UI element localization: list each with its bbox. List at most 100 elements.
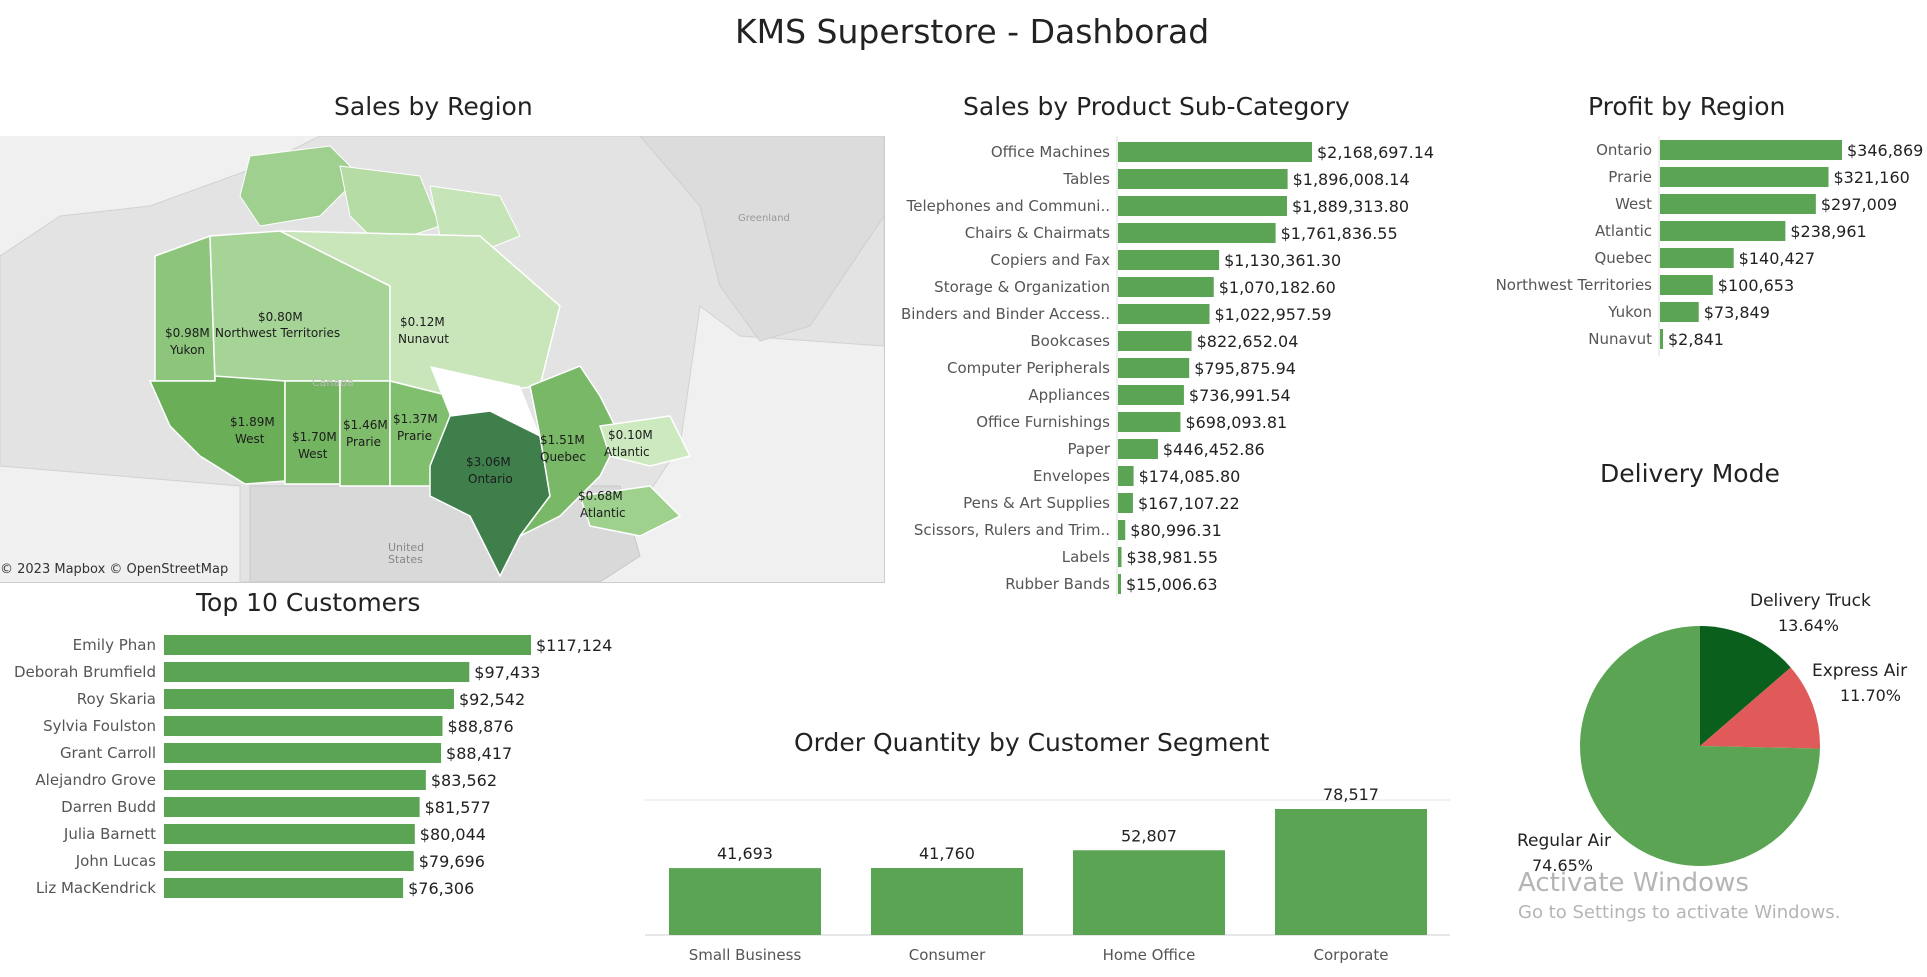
subcat-category-label: Rubber Bands [1005, 575, 1110, 593]
subcat-bar[interactable] [1118, 547, 1122, 567]
subcat-bar[interactable] [1118, 304, 1210, 324]
customers-value-label: $88,417 [446, 744, 512, 763]
profit-category-label: Atlantic [1595, 222, 1652, 240]
subcat-category-label: Tables [1062, 170, 1110, 188]
subcat-category-label: Storage & Organization [934, 278, 1110, 296]
customers-bar[interactable] [164, 689, 454, 709]
subcat-value-label: $1,070,182.60 [1219, 278, 1336, 297]
profit-bar[interactable] [1660, 140, 1842, 160]
profit-bar[interactable] [1660, 167, 1829, 187]
subcat-value-label: $698,093.81 [1185, 413, 1287, 432]
customers-bar[interactable] [164, 878, 404, 898]
segment-bar[interactable] [1275, 809, 1427, 935]
profit-value-label: $321,160 [1834, 168, 1910, 187]
map-atlantic1-name: Atlantic [604, 445, 650, 459]
customers-value-label: $81,577 [425, 798, 491, 817]
pie-slice[interactable] [1580, 626, 1820, 866]
profit-value-label: $238,961 [1790, 222, 1866, 241]
customers-category-label: Darren Budd [61, 798, 156, 816]
map-ontario-value: $3.06M [466, 455, 511, 469]
map-region-atlantic-2 [579, 485, 682, 537]
subcat-bar[interactable] [1118, 412, 1181, 432]
subcat-bar[interactable] [1118, 223, 1276, 243]
subcat-category-label: Chairs & Chairmats [965, 224, 1110, 242]
segment-bar[interactable] [871, 867, 1023, 935]
map-west2-name: West [298, 447, 328, 461]
sales-map-svg: Greenland Canada United States $0.98M Yuk… [0, 136, 884, 582]
subcat-value-label: $80,996.31 [1130, 521, 1222, 540]
pie-category-label: Express Air [1812, 661, 1907, 681]
map-region-yukon [154, 234, 216, 382]
profit-bar[interactable] [1660, 302, 1699, 322]
profit-bar[interactable] [1660, 248, 1734, 268]
subcat-category-label: Envelopes [1033, 467, 1110, 485]
profit-value-label: $297,009 [1821, 195, 1897, 214]
profit-bar[interactable] [1660, 329, 1663, 349]
subcat-bar[interactable] [1118, 331, 1192, 351]
profit-category-label: West [1615, 195, 1652, 213]
profit-bar[interactable] [1660, 221, 1786, 241]
subcat-bar[interactable] [1118, 277, 1214, 297]
subcat-category-label: Labels [1062, 548, 1110, 566]
subcat-category-label: Office Machines [991, 143, 1110, 161]
customers-value-label: $97,433 [474, 663, 540, 682]
customers-bar[interactable] [164, 716, 443, 736]
subcat-bar[interactable] [1118, 169, 1288, 189]
subcat-bar[interactable] [1118, 250, 1220, 270]
map-quebec-value: $1.51M [540, 433, 585, 447]
customers-bar[interactable] [164, 662, 470, 682]
customers-category-label: Deborah Brumfield [14, 663, 156, 681]
subcat-bar[interactable] [1118, 385, 1184, 405]
map-hudson-bay [430, 366, 540, 436]
pie-slice[interactable] [1700, 667, 1820, 749]
map-prarie2-value: $1.37M [393, 412, 438, 426]
segment-bar[interactable] [669, 868, 821, 935]
map-ontario-name: Ontario [468, 472, 513, 486]
subcat-category-label: Appliances [1028, 386, 1110, 404]
subcat-bar[interactable] [1118, 493, 1133, 513]
subcat-value-label: $1,022,957.59 [1215, 305, 1332, 324]
subcat-bar[interactable] [1118, 358, 1190, 378]
subcat-category-label: Binders and Binder Access.. [901, 305, 1110, 323]
map-west2-value: $1.70M [292, 430, 337, 444]
subcat-bar[interactable] [1118, 466, 1134, 486]
customers-bar[interactable] [164, 851, 414, 871]
customers-bar[interactable] [164, 635, 531, 655]
subcat-bar[interactable] [1118, 142, 1312, 162]
customers-category-label: Sylvia Foulston [43, 717, 156, 735]
map-label-us: United States [388, 541, 424, 566]
profit-value-label: $140,427 [1739, 249, 1815, 268]
subcat-bar[interactable] [1118, 439, 1158, 459]
subcat-category-label: Pens & Art Supplies [963, 494, 1110, 512]
profit-bar[interactable] [1660, 194, 1816, 214]
map-west1-name: West [235, 432, 265, 446]
subcat-value-label: $1,889,313.80 [1292, 197, 1409, 216]
customers-category-label: Alejandro Grove [35, 771, 156, 789]
profit-value-label: $100,653 [1718, 276, 1794, 295]
map-prarie1-value: $1.46M [343, 418, 388, 432]
customers-bar[interactable] [164, 770, 426, 790]
map-atlantic2-value: $0.68M [578, 489, 623, 503]
delivery-pie-chart: Delivery Truck 13.64% Express Air 11.70% Reg… [1517, 591, 1907, 875]
subcat-bar[interactable] [1118, 196, 1288, 216]
profit-by-region-title: Profit by Region [1588, 92, 1786, 121]
customers-bar[interactable] [164, 824, 415, 844]
customers-bar[interactable] [164, 797, 420, 817]
order-quantity-title: Order Quantity by Customer Segment [794, 728, 1270, 757]
subcat-bar[interactable] [1118, 574, 1121, 594]
pie-percent-label: 11.70% [1840, 686, 1901, 705]
segment-category-label: Small Business [689, 946, 802, 964]
profit-bar[interactable] [1660, 275, 1713, 295]
customers-bar[interactable] [164, 743, 442, 763]
pie-slice[interactable] [1700, 626, 1791, 746]
customers-category-label: John Lucas [75, 852, 156, 870]
sales-map[interactable]: Greenland Canada United States $0.98M Yuk… [0, 136, 885, 583]
pie-percent-label: 13.64% [1778, 616, 1839, 635]
segment-bar[interactable] [1073, 850, 1225, 935]
pie-percent-label: 74.65% [1532, 856, 1593, 875]
subcat-bar[interactable] [1118, 520, 1126, 540]
profit-category-label: Northwest Territories [1496, 276, 1653, 294]
map-atlantic2-name: Atlantic [580, 506, 626, 520]
dashboard-title: KMS Superstore - Dashborad [735, 12, 1210, 51]
pie-category-label: Delivery Truck [1750, 591, 1871, 611]
